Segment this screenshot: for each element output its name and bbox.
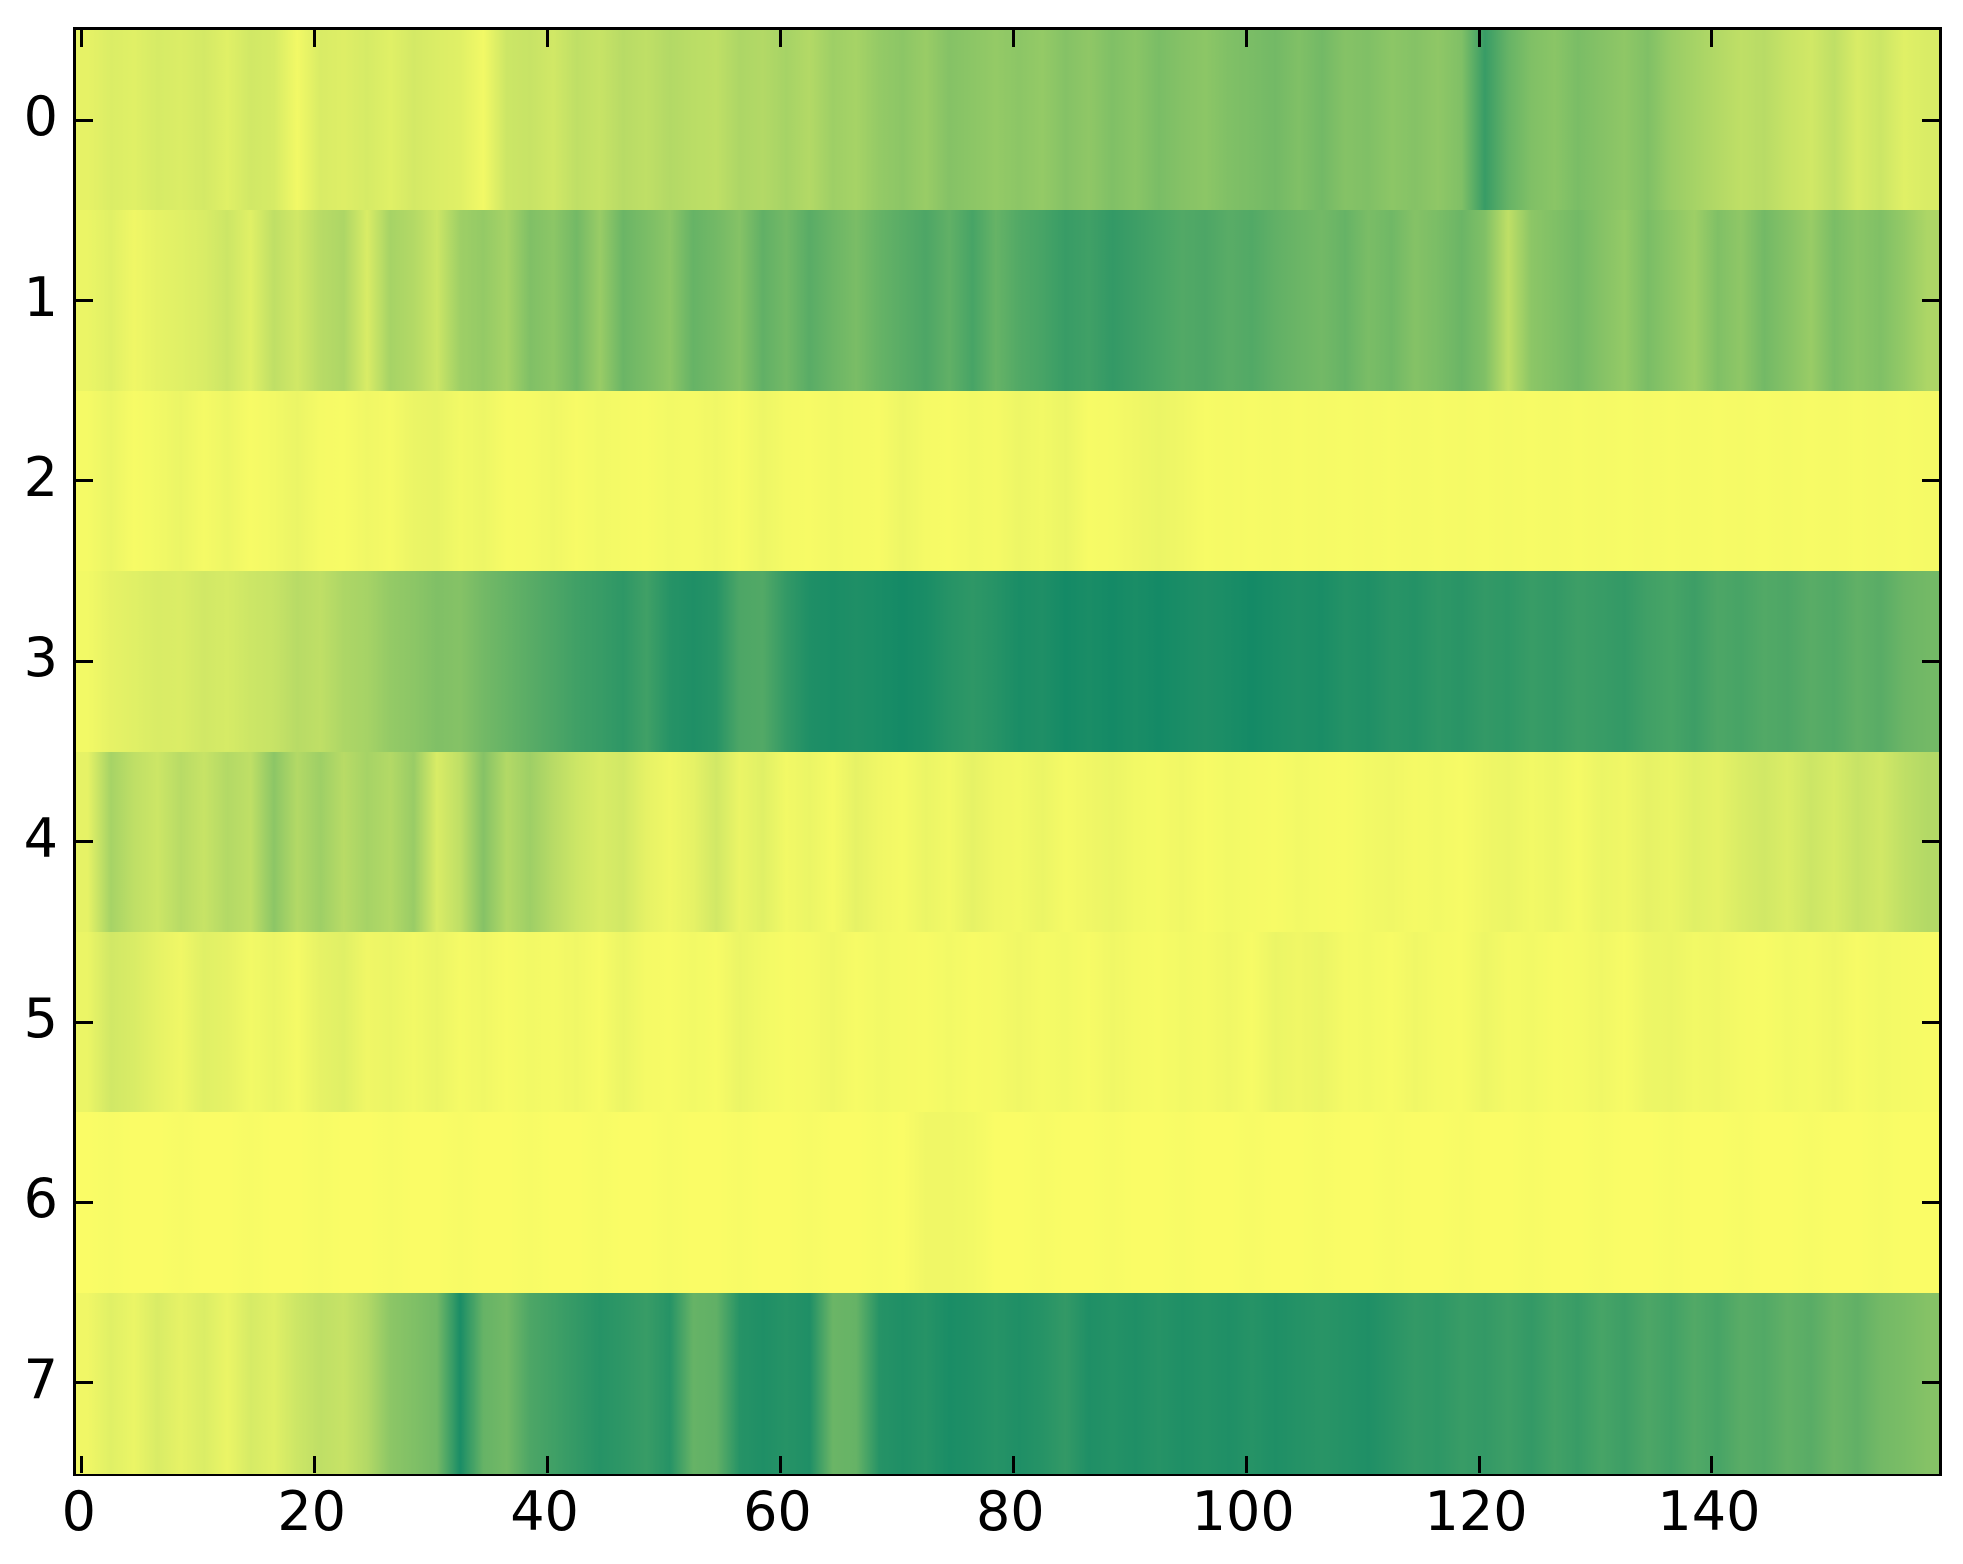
x-tick	[1710, 30, 1714, 47]
x-tick	[546, 30, 550, 47]
x-tick	[1011, 30, 1015, 47]
x-tick	[546, 1456, 550, 1473]
y-tick	[76, 840, 93, 844]
x-tick	[1244, 30, 1248, 47]
heatmap-row-4	[76, 751, 1939, 933]
x-tick	[80, 1456, 84, 1473]
y-tick	[76, 1381, 93, 1385]
y-tick	[1922, 1381, 1939, 1385]
heatmap-row-3	[76, 571, 1939, 752]
y-tick	[1922, 118, 1939, 122]
x-tick	[80, 30, 84, 47]
y-tick-label: 3	[23, 626, 58, 690]
x-tick	[1477, 30, 1481, 47]
x-tick-label: 40	[510, 1480, 579, 1543]
x-tick-label: 100	[1191, 1480, 1295, 1543]
y-tick	[76, 118, 93, 122]
y-tick-label: 5	[23, 987, 58, 1051]
x-tick-label: 80	[975, 1480, 1045, 1543]
y-tick	[1922, 479, 1939, 483]
x-tick	[778, 1456, 782, 1473]
heatmap-row-6	[76, 1112, 1939, 1294]
y-tick	[76, 479, 93, 483]
heatmap-row-2	[76, 390, 1939, 572]
x-tick	[1477, 1456, 1481, 1473]
x-tick	[1244, 1456, 1248, 1473]
x-tick-label: 120	[1424, 1480, 1528, 1543]
y-tick	[76, 299, 93, 303]
x-tick-label: 20	[277, 1480, 347, 1543]
y-tick-label: 4	[23, 806, 58, 870]
y-tick	[1922, 299, 1939, 303]
y-tick-label: 0	[23, 85, 58, 149]
y-tick	[1922, 1200, 1939, 1204]
x-tick	[778, 30, 782, 47]
x-tick	[313, 1456, 317, 1473]
y-tick	[76, 659, 93, 663]
y-tick	[1922, 1020, 1939, 1024]
y-tick-label: 6	[23, 1167, 58, 1231]
y-tick	[76, 1020, 93, 1024]
heatmap-row-7	[76, 1292, 1939, 1474]
y-tick	[1922, 840, 1939, 844]
y-tick	[1922, 659, 1939, 663]
x-tick	[313, 30, 317, 47]
heatmap-row-5	[76, 931, 1939, 1113]
x-tick-label: 60	[743, 1480, 812, 1543]
x-tick	[1710, 1456, 1714, 1473]
heatmap-row-1	[76, 210, 1939, 392]
x-tick-label: 140	[1657, 1480, 1761, 1543]
x-tick	[1011, 1456, 1015, 1473]
heatmap-row-0	[76, 30, 1939, 211]
y-tick-label: 7	[23, 1347, 58, 1411]
plot-area	[73, 27, 1942, 1476]
y-tick-label: 1	[23, 265, 58, 329]
y-tick-label: 2	[23, 445, 58, 509]
y-tick	[76, 1200, 93, 1204]
x-tick-label: 0	[61, 1480, 96, 1543]
